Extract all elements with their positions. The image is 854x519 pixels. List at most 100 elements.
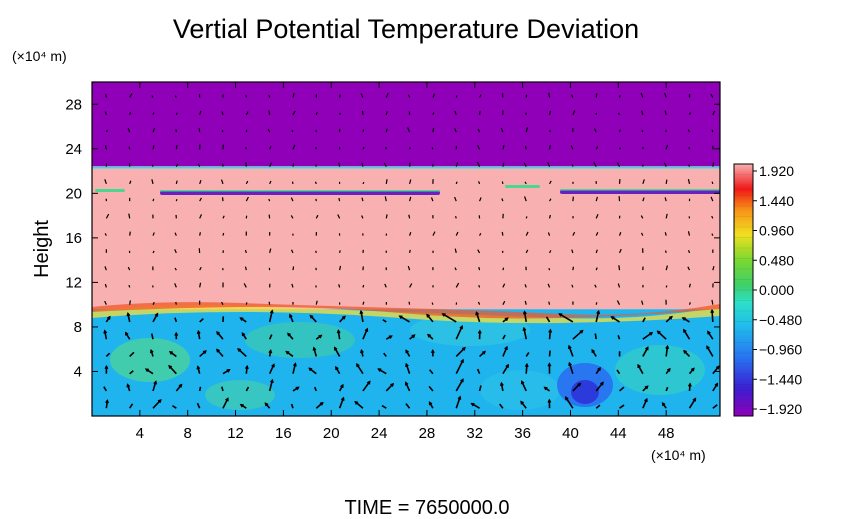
wind-vector-head (269, 378, 274, 383)
wind-vector (289, 314, 294, 323)
wind-vector (292, 266, 295, 271)
wind-vector (442, 313, 457, 323)
wind-vector (313, 386, 318, 392)
wind-vector (128, 284, 131, 288)
wind-vector (471, 402, 480, 409)
wind-vector (663, 162, 667, 167)
wind-vector (523, 162, 527, 167)
wind-vector-head (683, 349, 687, 354)
wind-vector-head (341, 315, 346, 320)
wind-vector (595, 267, 598, 271)
x-tick-label: 16 (275, 425, 292, 442)
wind-vector (127, 313, 131, 323)
wind-vector (595, 146, 599, 150)
wind-vector (479, 232, 482, 236)
wind-vector-head (264, 402, 269, 407)
wind-vector (290, 403, 294, 409)
wind-vector-head (241, 332, 246, 337)
colorbar-tick-label: 1.920 (759, 163, 794, 179)
wind-vector (337, 330, 341, 340)
heatmap-middle-layer (92, 167, 720, 310)
heatmap-lower-layer (92, 309, 720, 416)
wind-vector (618, 147, 621, 150)
wind-vector (268, 363, 275, 375)
wind-vector-head (335, 365, 339, 371)
y-tick-label: 24 (65, 141, 82, 158)
wind-vector-head (237, 348, 242, 352)
wind-vector-head (547, 398, 552, 403)
wind-vector-head (333, 346, 338, 351)
wind-vector (524, 145, 527, 150)
wind-vector-head (103, 329, 108, 334)
lower-patch (110, 338, 190, 382)
wind-vector (361, 197, 364, 202)
wind-vector (595, 249, 598, 254)
wind-vector-head (405, 362, 409, 367)
wind-vector-head (149, 348, 154, 354)
wind-vector (404, 382, 411, 392)
wind-vector-head (520, 380, 525, 385)
wind-vector (245, 386, 250, 392)
wind-vector (478, 181, 481, 185)
wind-vector (175, 145, 178, 150)
wind-vector (362, 380, 371, 392)
wind-vector-head (105, 399, 110, 404)
wind-vector (431, 147, 434, 150)
wind-vector (338, 284, 341, 288)
wind-vector (104, 283, 107, 288)
wind-vector-head (225, 397, 229, 402)
wind-vector-head (681, 317, 686, 321)
wind-vector (572, 382, 581, 392)
wind-vector (454, 128, 457, 133)
wind-vector (104, 111, 107, 116)
wind-vector (196, 402, 201, 409)
wind-vector-head (340, 383, 344, 388)
wind-vector-head (661, 401, 666, 407)
wind-vector-head (564, 396, 569, 401)
wind-vector-head (178, 383, 183, 388)
wind-vector (571, 249, 574, 254)
wind-vector (548, 145, 551, 150)
wind-vector (385, 179, 388, 184)
mid-streak (505, 185, 540, 188)
wind-vector-head (597, 366, 601, 371)
wind-vector (269, 180, 272, 185)
wind-vector (315, 285, 317, 288)
plot-frame (91, 81, 721, 417)
wind-vector (174, 283, 177, 288)
wind-vector (712, 404, 718, 409)
wind-vector (455, 359, 464, 375)
wind-vector (104, 266, 107, 271)
upper-interface-band (92, 166, 720, 169)
wind-vector (455, 347, 466, 358)
wind-vector-head (340, 396, 345, 401)
wind-vector (572, 110, 576, 116)
wind-vector (520, 400, 527, 409)
wind-vector (431, 302, 434, 305)
plot-area (92, 82, 720, 416)
wind-vector (292, 363, 297, 374)
wind-vector (174, 317, 178, 323)
wind-vector (384, 283, 387, 288)
wind-vector (175, 199, 178, 202)
wind-vector (362, 181, 365, 185)
wind-vector (175, 180, 178, 185)
wind-vector (641, 300, 644, 305)
wind-vector (409, 283, 413, 288)
wind-vector-head (645, 346, 649, 351)
wind-vector (688, 398, 697, 409)
wind-vector (385, 111, 388, 116)
wind-vector (479, 94, 482, 98)
wind-vector (478, 111, 481, 115)
wind-vector (524, 300, 527, 305)
wind-vector (199, 318, 204, 323)
wind-vector-head (226, 369, 231, 373)
wind-vector (547, 232, 551, 236)
wind-vector (338, 397, 345, 409)
wind-vector-head (524, 362, 529, 368)
wind-vector (683, 350, 691, 357)
lower-patch (245, 322, 355, 358)
wind-vector (268, 310, 274, 323)
wind-vector (712, 266, 715, 271)
wind-vector (268, 301, 271, 305)
